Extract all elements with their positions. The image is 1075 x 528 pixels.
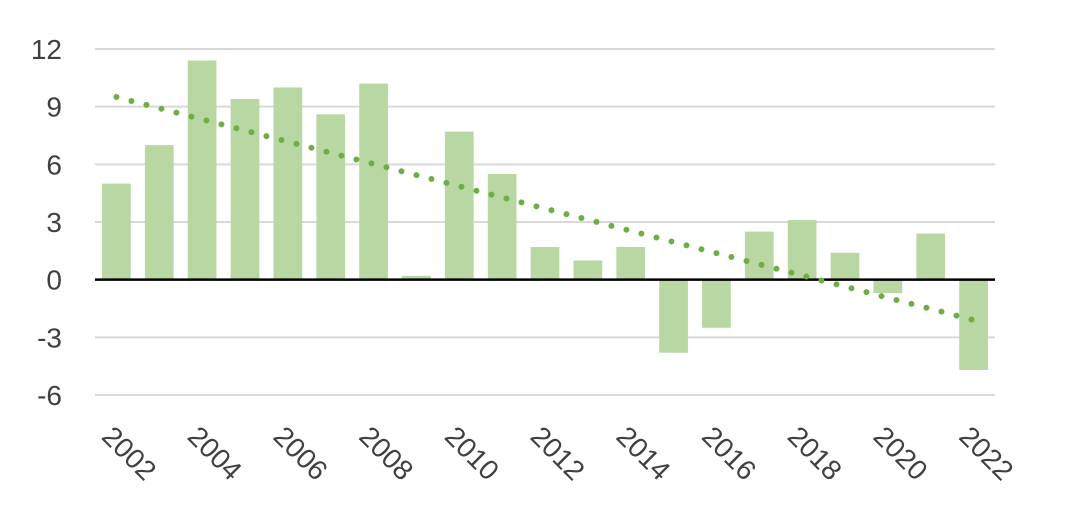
bar-2004 xyxy=(187,60,217,280)
y-tick-label: -3 xyxy=(37,322,62,353)
x-tick-label: 2010 xyxy=(439,420,505,486)
x-tick-label: 2018 xyxy=(782,420,848,486)
x-tick-label: 2020 xyxy=(868,420,934,486)
bar-2022 xyxy=(959,279,988,371)
x-tick-label: 2016 xyxy=(696,420,762,486)
x-tick-label: 2002 xyxy=(96,420,162,486)
bar-2014 xyxy=(616,246,646,280)
bar-2013 xyxy=(573,260,603,280)
bar-2010 xyxy=(444,131,474,280)
bar-2016 xyxy=(702,279,731,328)
x-tick-label: 2008 xyxy=(353,420,419,486)
x-tick-label: 2014 xyxy=(610,420,676,486)
y-tick-label: -6 xyxy=(37,380,62,411)
bar-2009 xyxy=(402,275,431,280)
x-tick-label: 2022 xyxy=(953,420,1019,486)
bar-2008 xyxy=(359,83,388,280)
y-tick-label: 12 xyxy=(31,34,62,65)
bar-2015 xyxy=(659,279,688,353)
bar-2002 xyxy=(102,183,131,280)
bar-2021 xyxy=(916,233,946,280)
x-tick-label: 2006 xyxy=(268,420,334,486)
bar-2017 xyxy=(744,231,774,280)
x-tick-label: 2004 xyxy=(182,420,248,486)
bar-2020 xyxy=(873,279,903,294)
bar-2019 xyxy=(830,252,860,280)
bar-2003 xyxy=(144,145,174,280)
bar-2007 xyxy=(316,114,346,280)
bar-2006 xyxy=(273,87,303,280)
x-axis-tick-labels: 2002 2004 2006 2008 2010 2012 2014 2016 2018 2020… xyxy=(96,420,1019,486)
y-tick-label: 6 xyxy=(46,149,62,180)
x-tick-label: 2012 xyxy=(525,420,591,486)
y-tick-label: 0 xyxy=(46,265,62,296)
y-axis-tick-labels: 12 9 6 3 0 -3 -6 xyxy=(31,34,62,411)
bar-2011 xyxy=(487,173,517,280)
bar-2018 xyxy=(787,220,817,280)
bar-series xyxy=(102,60,988,371)
bar-2012 xyxy=(530,246,560,280)
gridlines xyxy=(95,48,995,396)
y-tick-label: 9 xyxy=(46,92,62,123)
y-tick-label: 3 xyxy=(46,207,62,238)
